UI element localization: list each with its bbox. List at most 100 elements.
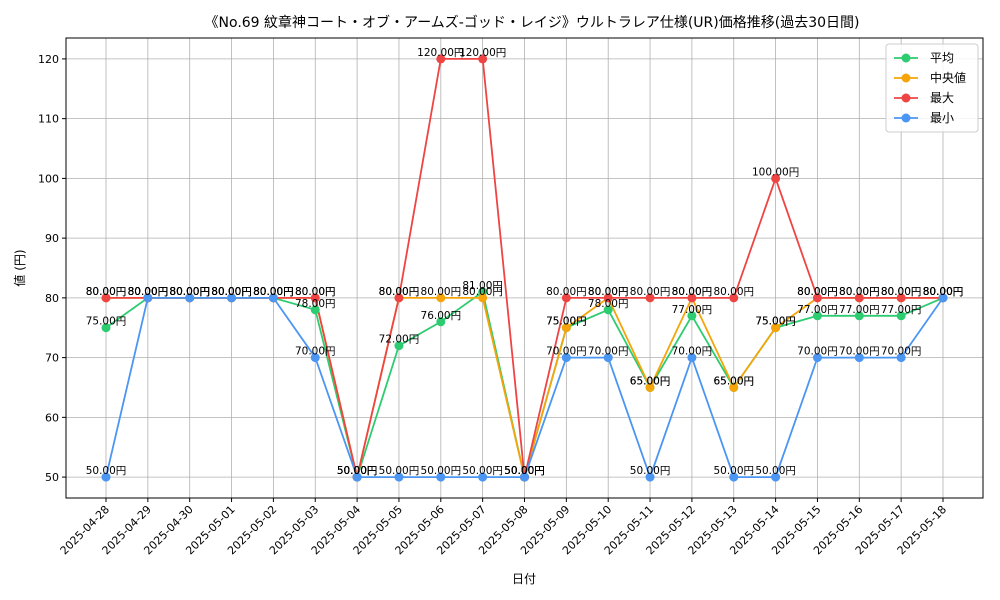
data-point <box>896 353 906 363</box>
data-point <box>603 293 613 303</box>
data-label: 75.00円 <box>86 316 127 328</box>
data-label: 80.00円 <box>421 286 462 298</box>
legend-marker <box>901 73 911 83</box>
data-point <box>520 472 529 482</box>
data-point <box>645 472 655 482</box>
data-label: 50.00円 <box>504 465 545 477</box>
data-label: 80.00円 <box>86 286 127 298</box>
y-tick-label: 100 <box>38 172 59 185</box>
data-point <box>436 293 446 303</box>
data-label: 80.00円 <box>211 286 252 298</box>
data-point <box>687 293 697 303</box>
data-point <box>603 305 613 315</box>
data-label: 80.00円 <box>923 286 964 298</box>
y-tick-label: 80 <box>45 292 59 305</box>
data-point <box>352 472 362 482</box>
x-axis-label: 日付 <box>512 572 536 586</box>
data-label: 80.00円 <box>128 286 169 298</box>
data-label: 76.00円 <box>421 310 462 322</box>
legend-box <box>885 43 979 133</box>
data-label: 80.00円 <box>253 286 294 298</box>
data-point <box>687 311 697 321</box>
data-point <box>478 472 488 482</box>
data-label: 80.00円 <box>672 286 713 298</box>
data-label: 80.00円 <box>169 286 210 298</box>
data-label: 81.00円 <box>462 280 503 292</box>
data-label: 70.00円 <box>546 346 587 358</box>
data-label: 70.00円 <box>839 346 880 358</box>
data-label: 120.00円 <box>459 47 506 59</box>
data-label: 80.00円 <box>923 286 964 298</box>
data-label: 50.00円 <box>337 465 378 477</box>
data-point <box>561 353 571 363</box>
data-label: 50.00円 <box>504 465 545 477</box>
data-point <box>436 54 446 64</box>
series-layer <box>101 54 948 482</box>
data-point <box>854 293 864 303</box>
data-label: 80.00円 <box>295 286 336 298</box>
data-label: 50.00円 <box>504 465 545 477</box>
data-label: 50.00円 <box>504 465 545 477</box>
data-label: 80.00円 <box>253 286 294 298</box>
data-label: 70.00円 <box>588 346 629 358</box>
data-label: 100.00円 <box>752 166 799 178</box>
data-label: 77.00円 <box>881 304 922 316</box>
legend-marker <box>901 113 911 123</box>
data-label: 50.00円 <box>337 465 378 477</box>
data-label: 80.00円 <box>797 286 838 298</box>
data-label: 75.00円 <box>546 316 587 328</box>
data-label: 80.00円 <box>128 286 169 298</box>
data-label: 65.00円 <box>630 375 671 387</box>
data-point <box>645 293 655 303</box>
data-point <box>771 472 781 482</box>
data-label: 80.00円 <box>211 286 252 298</box>
y-tick-label: 110 <box>38 113 59 126</box>
data-label: 80.00円 <box>211 286 252 298</box>
data-label: 65.00円 <box>630 375 671 387</box>
legend-marker <box>901 53 911 63</box>
data-label: 80.00円 <box>881 286 922 298</box>
data-point <box>729 293 739 303</box>
x-axis-ticks: 2025-04-282025-04-292025-04-302025-05-01… <box>58 498 949 557</box>
data-point <box>729 472 739 482</box>
legend-label: 最大 <box>930 91 954 105</box>
data-point <box>896 311 906 321</box>
data-label: 80.00円 <box>169 286 210 298</box>
data-point <box>101 472 111 482</box>
y-tick-label: 60 <box>45 411 59 424</box>
data-label: 80.00円 <box>797 286 838 298</box>
data-point <box>561 293 571 303</box>
data-label: 80.00円 <box>211 286 252 298</box>
data-point <box>645 382 655 392</box>
data-label: 75.00円 <box>546 316 587 328</box>
data-label: 80.00円 <box>128 286 169 298</box>
data-label: 80.00円 <box>462 286 503 298</box>
data-point <box>268 293 278 303</box>
data-label: 77.00円 <box>672 304 713 316</box>
data-point <box>394 341 404 351</box>
data-label: 120.00円 <box>417 47 464 59</box>
legend-marker <box>901 93 911 103</box>
data-point <box>771 173 781 183</box>
data-point <box>310 353 320 363</box>
data-label: 77.00円 <box>839 304 880 316</box>
data-point <box>938 293 948 303</box>
y-tick-label: 50 <box>45 471 59 484</box>
data-label: 65.00円 <box>713 375 754 387</box>
data-label: 80.00円 <box>169 286 210 298</box>
data-label: 80.00円 <box>253 286 294 298</box>
data-label: 80.00円 <box>630 286 671 298</box>
data-point <box>227 293 237 303</box>
data-label: 80.00円 <box>839 286 880 298</box>
data-label: 80.00円 <box>923 286 964 298</box>
data-point <box>812 311 822 321</box>
data-label: 80.00円 <box>253 286 294 298</box>
data-label: 70.00円 <box>797 346 838 358</box>
chart-title: 《No.69 紋章神コート・オブ・アームズ-ゴッド・レイジ》ウルトラレア仕様(U… <box>205 14 860 31</box>
data-label: 70.00円 <box>295 346 336 358</box>
legend-label: 中央値 <box>930 70 966 85</box>
data-label: 50.00円 <box>462 465 503 477</box>
data-point <box>310 305 320 315</box>
